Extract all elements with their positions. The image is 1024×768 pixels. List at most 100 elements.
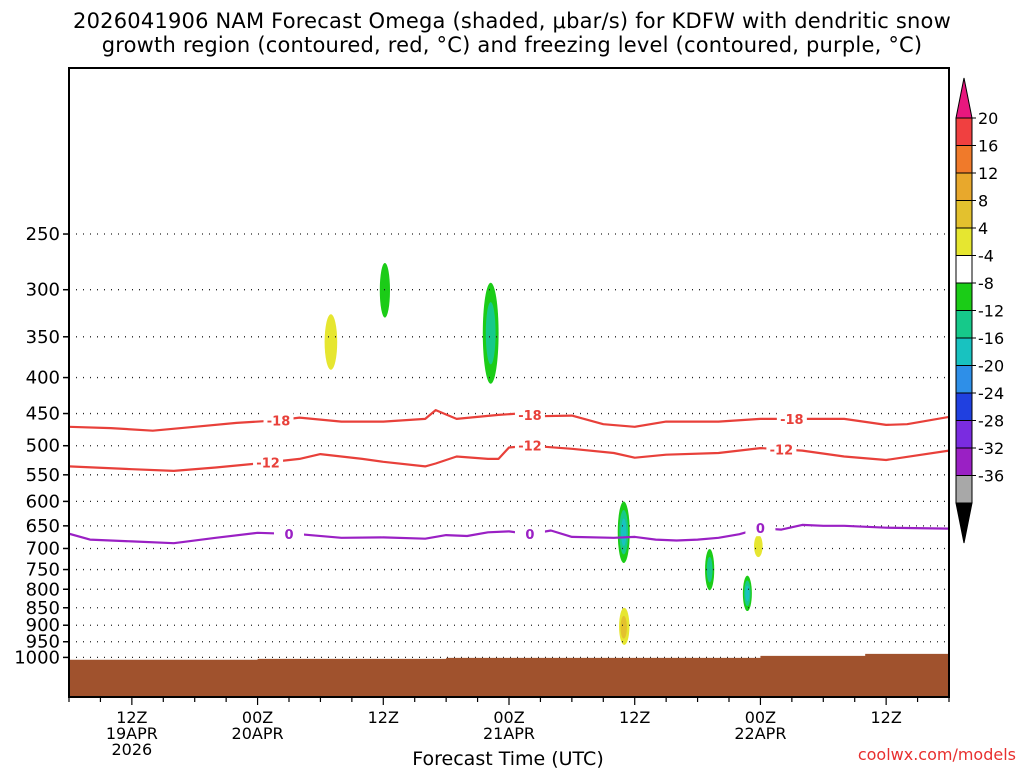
x-tick-label-54-1: 12Z bbox=[619, 708, 650, 727]
omega-region-6 bbox=[619, 607, 630, 645]
omega-region-10 bbox=[754, 535, 763, 558]
omega-shade-7-1 bbox=[674, 548, 684, 574]
contour-label-0-3: 0 bbox=[756, 522, 765, 537]
y-tick-label-900: 900 bbox=[26, 615, 60, 636]
x-tick-label-42-2: 21APR bbox=[483, 724, 535, 743]
omega-region-3 bbox=[324, 314, 338, 370]
contour-label--12-3: -12 bbox=[770, 443, 794, 458]
contour-label-bg-0-1 bbox=[274, 525, 304, 542]
colorbar-bin-12 bbox=[955, 420, 973, 449]
colorbar-arrow-up bbox=[955, 77, 973, 119]
colorbar-label-11: -24 bbox=[978, 384, 1004, 403]
colorbar-bin-3 bbox=[955, 172, 973, 201]
y-tick-label-600: 600 bbox=[26, 491, 60, 512]
y-tick-label-250: 250 bbox=[26, 224, 60, 245]
contour-label-bg-0-2 bbox=[514, 526, 545, 543]
omega-region-4 bbox=[325, 477, 337, 526]
colorbar-bin-10 bbox=[955, 365, 973, 394]
colorbar: 20 16 12 8 4 -4 -8 -12 -16 -20 -24 -28 -32 -36 bbox=[955, 77, 1004, 544]
contour-label-0-2: 0 bbox=[525, 528, 534, 543]
colorbar-bin-5 bbox=[955, 227, 973, 256]
y-tick-label-500: 500 bbox=[26, 436, 60, 457]
x-tick-label-78-1: 12Z bbox=[870, 708, 901, 727]
chart-title-line-1: 2026041906 NAM Forecast Omega (shaded, μ… bbox=[73, 9, 951, 33]
contour-line-0 bbox=[69, 523, 949, 545]
contour-label--18-3: -18 bbox=[780, 413, 804, 428]
colorbar-bin-1 bbox=[955, 117, 973, 146]
contour-label-bg--12-3 bbox=[766, 441, 797, 458]
contour--18: -18 -18 -18 bbox=[69, 406, 949, 432]
colorbar-label-9: -16 bbox=[978, 329, 1004, 348]
colorbar-label-14: -36 bbox=[978, 467, 1004, 486]
omega-shade-8-3 bbox=[706, 556, 713, 583]
omega-shade-6-2 bbox=[620, 615, 627, 639]
y-tick-label-700: 700 bbox=[26, 538, 60, 559]
x-tick-label-6-1: 12Z bbox=[116, 708, 147, 727]
contour-label-bg--18-2 bbox=[514, 406, 545, 423]
colorbar-label-7: -8 bbox=[978, 274, 994, 293]
terrain-layer bbox=[69, 653, 949, 697]
contour-label--18-2: -18 bbox=[518, 409, 542, 424]
omega-shade-4-1 bbox=[325, 477, 337, 526]
colorbar-label-3: 12 bbox=[978, 164, 998, 183]
y-tick-label-300: 300 bbox=[26, 280, 60, 301]
chart-title-line-2: growth region (contoured, red, °C) and f… bbox=[101, 33, 923, 57]
colorbar-bin-13 bbox=[955, 447, 973, 476]
omega-region-7 bbox=[674, 548, 684, 574]
contour-label-bg--18-3 bbox=[776, 410, 807, 427]
plot-frame bbox=[68, 67, 950, 698]
y-tick-label-750: 750 bbox=[26, 560, 60, 581]
colorbar-label-6: -4 bbox=[978, 247, 994, 266]
y-tick-label-450: 450 bbox=[26, 404, 60, 425]
contour-label-0-1: 0 bbox=[284, 528, 293, 543]
contour-layer: -18 -18 -18 -12 -12 -12 0 0 0 bbox=[69, 406, 949, 545]
omega-shade-5-4 bbox=[621, 518, 627, 546]
source-credit: coolwx.com/models bbox=[857, 745, 1016, 764]
colorbar-label-1: 20 bbox=[978, 109, 998, 128]
contour-label-bg--18-1 bbox=[263, 412, 294, 429]
colorbar-bin-2 bbox=[955, 145, 973, 174]
contour-line--18 bbox=[69, 409, 949, 432]
y-tick-label-800: 800 bbox=[26, 579, 60, 600]
contour--12: -12 -12 -12 bbox=[69, 437, 949, 472]
y-tick-label-850: 850 bbox=[26, 598, 60, 619]
pressure-grid bbox=[69, 233, 949, 659]
x-tick-label-42-1: 00Z bbox=[493, 708, 524, 727]
colorbar-bin-6 bbox=[955, 255, 973, 284]
y-tick-label-1000: 1000 bbox=[14, 647, 60, 668]
y-tick-label-350: 350 bbox=[26, 327, 60, 348]
contour-label--12-2: -12 bbox=[518, 440, 542, 455]
omega-region-9 bbox=[742, 569, 754, 615]
x-tick-label-66-1: 00Z bbox=[745, 708, 776, 727]
contour-line--12 bbox=[69, 444, 949, 472]
omega-region-8 bbox=[703, 539, 717, 597]
y-tick-label-550: 550 bbox=[26, 465, 60, 486]
contour-label-bg--12-1 bbox=[253, 454, 284, 471]
x-tick-label-18-1: 00Z bbox=[242, 708, 273, 727]
omega-region-2 bbox=[480, 259, 503, 400]
y-tick-label-650: 650 bbox=[26, 516, 60, 537]
terrain-surface bbox=[69, 653, 949, 697]
colorbar-bin-14 bbox=[955, 475, 973, 504]
colorbar-label-13: -32 bbox=[978, 439, 1004, 458]
x-tick-label-66-2: 22APR bbox=[734, 724, 786, 743]
colorbar-label-12: -28 bbox=[978, 412, 1004, 431]
x-tick-label-30-1: 12Z bbox=[368, 708, 399, 727]
colorbar-label-10: -20 bbox=[978, 357, 1004, 376]
colorbar-arrow-down bbox=[955, 502, 973, 544]
colorbar-label-8: -12 bbox=[978, 302, 1004, 321]
colorbar-label-4: 8 bbox=[978, 192, 988, 211]
omega-region-1 bbox=[377, 243, 394, 333]
x-axis-label: Forecast Time (UTC) bbox=[412, 748, 603, 768]
y-tick-label-950: 950 bbox=[26, 632, 60, 653]
omega-shade-3-1 bbox=[324, 314, 338, 370]
omega-region-5 bbox=[616, 490, 632, 570]
y-tick-label-400: 400 bbox=[26, 368, 60, 389]
omega-shade-2-3 bbox=[485, 302, 496, 365]
contour-label--12-1: -12 bbox=[256, 456, 280, 471]
omega-shade-10-1 bbox=[754, 535, 763, 558]
x-tick-label-6-3: 2026 bbox=[111, 740, 152, 759]
axes: 2503003504004505005506006507007508008509… bbox=[14, 67, 950, 759]
contour-label-bg-0-3 bbox=[745, 520, 776, 537]
